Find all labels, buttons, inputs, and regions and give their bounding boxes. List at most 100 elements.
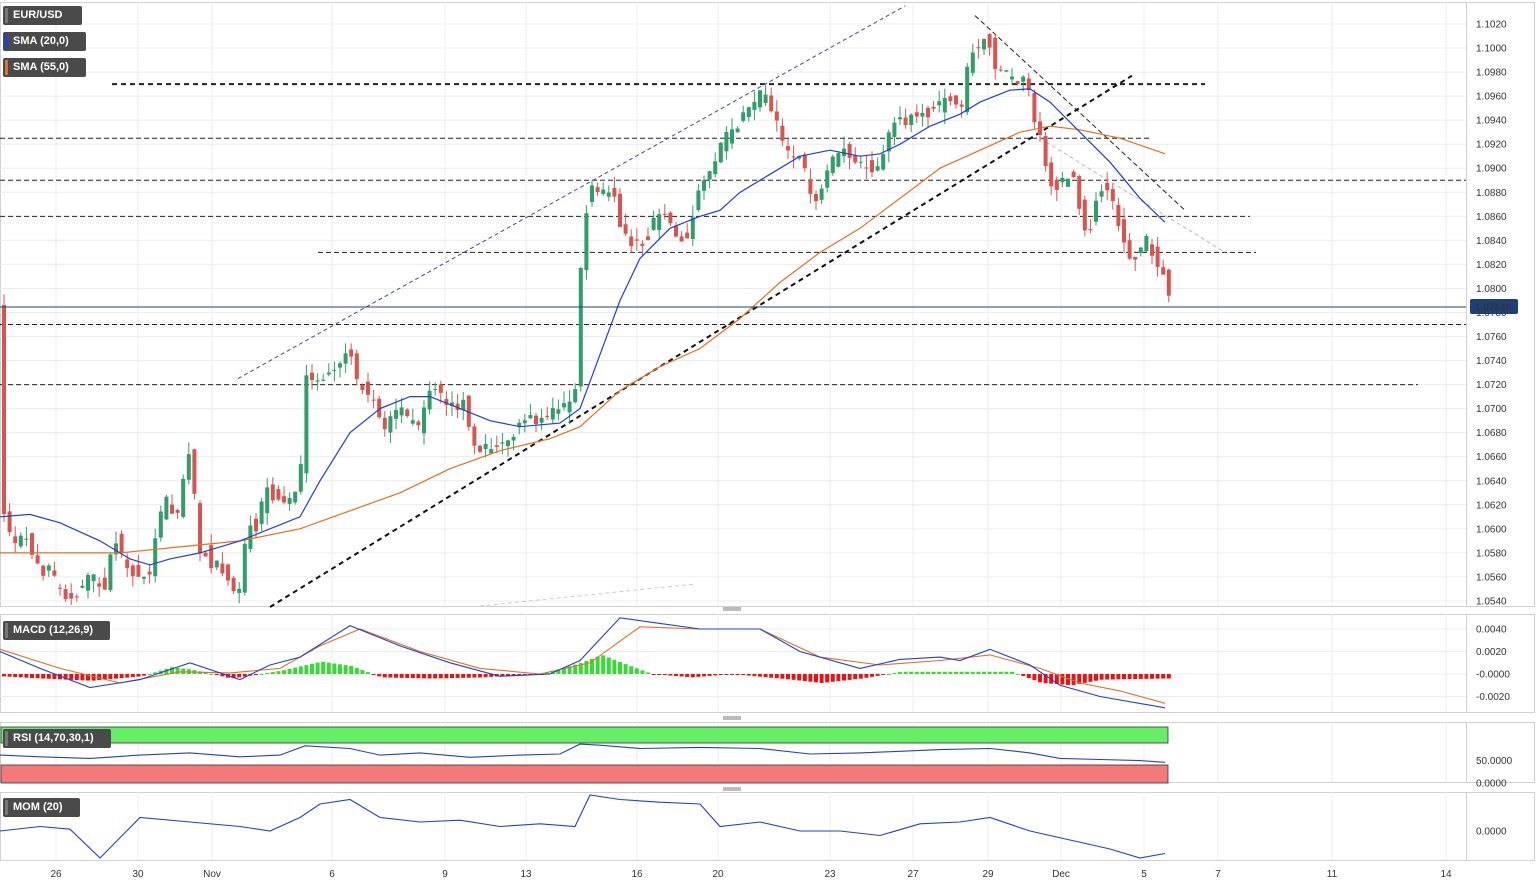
candle-body-up xyxy=(909,114,914,125)
candle-body-down xyxy=(1155,246,1160,267)
candle-body-up xyxy=(982,38,986,50)
candle-body-down xyxy=(595,187,600,192)
macd-signal-line xyxy=(0,626,1166,704)
date-tick-label: 23 xyxy=(824,869,836,880)
macd-bar-negative xyxy=(97,674,102,681)
candle-body-down xyxy=(634,239,639,241)
macd-bar-negative xyxy=(489,674,494,677)
date-tick-label: Nov xyxy=(203,869,221,880)
candle-body-down xyxy=(58,587,62,589)
macd-bar-negative xyxy=(237,674,242,678)
candle-body-up xyxy=(321,379,326,381)
candle-body-down xyxy=(1133,256,1138,260)
candle-body-up xyxy=(153,538,158,577)
macd-bar-positive xyxy=(282,670,286,674)
candle-body-up xyxy=(825,170,830,188)
macd-bar-positive xyxy=(349,666,354,674)
price-tick-label: 1.0800 xyxy=(1476,284,1507,295)
macd-bar-negative xyxy=(668,674,673,676)
candle-body-up xyxy=(836,153,841,167)
macd-bar-positive xyxy=(147,673,152,675)
macd-bar-negative xyxy=(478,674,482,678)
last-price-tag xyxy=(1470,298,1518,314)
macd-bar-positive xyxy=(909,671,914,674)
macd-bar-positive xyxy=(259,673,264,675)
candle-body-down xyxy=(203,552,208,557)
rsi-line xyxy=(0,743,1166,763)
candle-body-up xyxy=(287,498,292,504)
candle-body-up xyxy=(522,420,527,424)
macd-label[interactable]: MACD (12,26,9) xyxy=(3,621,110,640)
candle-body-down xyxy=(416,421,421,426)
candle-body-up xyxy=(427,390,432,410)
macd-bar-negative xyxy=(483,674,488,678)
candle-body-up xyxy=(164,496,169,520)
candle-body-up xyxy=(730,129,734,144)
symbol-label[interactable]: EUR/USD xyxy=(3,6,82,25)
date-tick-label: 14 xyxy=(1440,869,1452,880)
macd-bar-negative xyxy=(2,674,6,677)
macd-bar-negative xyxy=(522,674,527,675)
candle-body-up xyxy=(735,128,740,133)
candle-body-up xyxy=(718,142,723,163)
candle-body-down xyxy=(993,37,998,70)
macd-bar-negative xyxy=(1138,674,1143,679)
candle-body-up xyxy=(24,538,29,540)
macd-bar-negative xyxy=(214,674,219,676)
macd-bar-negative xyxy=(847,674,852,680)
macd-bar-positive xyxy=(562,667,566,674)
macd-bar-negative xyxy=(1144,674,1149,679)
candle-body-down xyxy=(130,565,135,577)
date-tick-label: Dec xyxy=(1052,869,1070,880)
candle-body-down xyxy=(1110,189,1115,202)
macd-bar-negative xyxy=(1116,674,1121,680)
candle-body-up xyxy=(1060,177,1065,183)
candle-body-up xyxy=(315,380,320,382)
sma55-label[interactable]: SMA (55,0) xyxy=(3,58,86,77)
macd-bar-negative xyxy=(802,674,807,682)
rsi-tick-label: 50.0000 xyxy=(1476,756,1513,767)
candle-body-down xyxy=(175,509,180,513)
candle-body-down xyxy=(466,395,471,427)
mom-label[interactable]: MOM (20) xyxy=(3,798,80,817)
candle-body-up xyxy=(550,408,555,420)
candle-body-down xyxy=(170,504,174,514)
candle-body-down xyxy=(1032,92,1037,123)
momentum-line xyxy=(0,794,1166,859)
candle-body-down xyxy=(998,69,1003,71)
macd-bar-positive xyxy=(545,672,550,674)
candle-body-up xyxy=(399,407,404,416)
macd-bar-positive xyxy=(640,670,645,674)
candle-body-up xyxy=(186,454,191,480)
candle-body-down xyxy=(864,167,869,169)
candle-body-up xyxy=(606,192,611,197)
price-tick-label: 1.0820 xyxy=(1476,260,1507,271)
macd-bar-negative xyxy=(819,674,824,683)
candle-body-down xyxy=(360,384,365,391)
candle-body-down xyxy=(35,555,40,564)
candle-body-up xyxy=(965,66,970,113)
macd-bar-negative xyxy=(702,674,706,677)
macd-bar-negative xyxy=(724,674,729,675)
candle-body-up xyxy=(338,363,342,368)
candle-body-up xyxy=(410,420,415,424)
candle-body-up xyxy=(858,161,863,163)
candle-body-down xyxy=(1127,240,1132,259)
macd-bar-negative xyxy=(662,674,667,676)
panel-frame xyxy=(0,2,1467,607)
macd-bar-negative xyxy=(231,674,236,679)
candle-body-down xyxy=(668,212,673,224)
macd-bar-negative xyxy=(30,674,34,678)
macd-bar-positive xyxy=(170,667,174,674)
candle-body-up xyxy=(80,585,85,588)
macd-bar-positive xyxy=(578,663,583,674)
macd-bar-negative xyxy=(735,674,740,675)
rsi-label[interactable]: RSI (14,70,30,1) xyxy=(3,729,111,748)
macd-bar-positive xyxy=(567,666,572,674)
macd-bar-negative xyxy=(41,674,46,679)
macd-bar-negative xyxy=(377,674,382,677)
candle-body-down xyxy=(976,47,981,49)
macd-bar-negative xyxy=(1021,674,1026,676)
sma20-label[interactable]: SMA (20,0) xyxy=(3,32,86,51)
